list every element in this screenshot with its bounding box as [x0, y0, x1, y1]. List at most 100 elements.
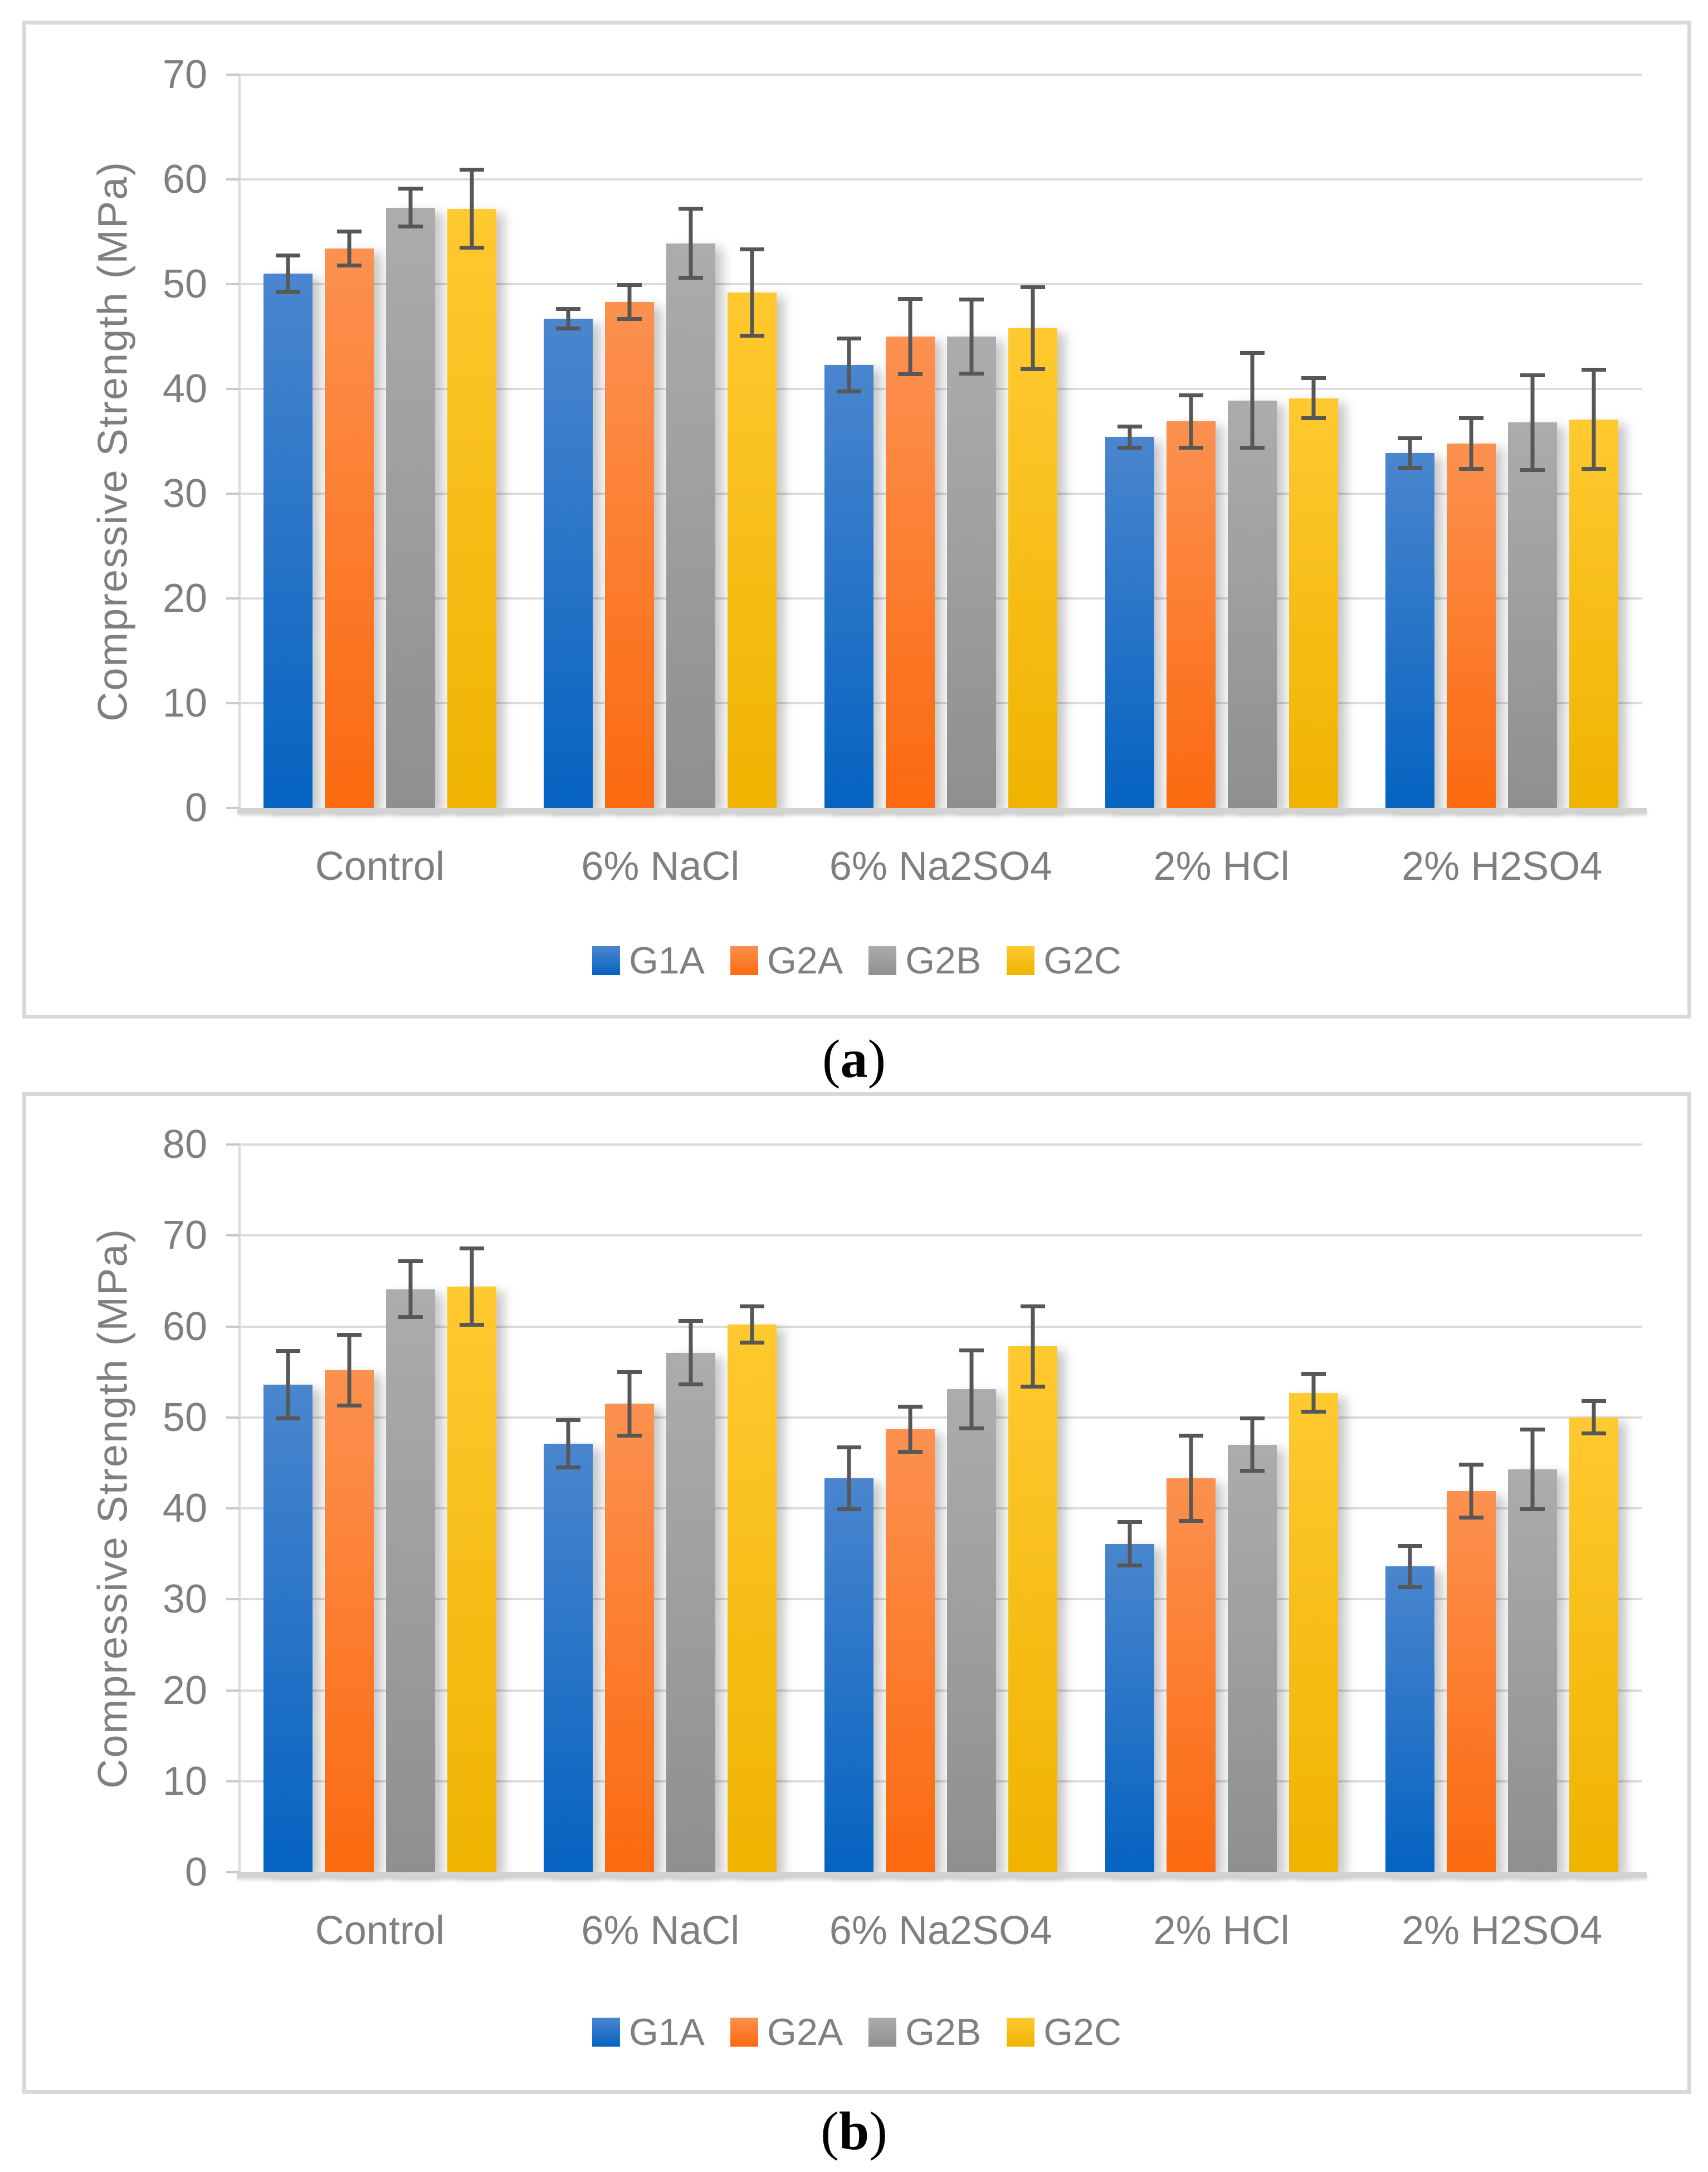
bar-slot-g2a: [885, 75, 935, 808]
error-bar-cap-top: [1398, 436, 1423, 440]
gridline-50: [240, 1416, 1642, 1419]
y-axis-title: Compressive Strength (MPa): [89, 1228, 136, 1789]
error-bar-cap-top: [556, 1418, 581, 1423]
error-bar-cap-top: [897, 1404, 923, 1409]
y-tick-mark-30: [226, 493, 240, 495]
legend-item-g2b: G2B: [868, 2013, 981, 2051]
gridline-30: [240, 1598, 1642, 1601]
legend-swatch-g1a: [592, 2018, 620, 2047]
error-bar-cap-top: [959, 298, 984, 302]
error-bar-cap-bottom: [556, 1465, 581, 1469]
bar-g2a: [1447, 443, 1496, 808]
gridline-80: [240, 1143, 1642, 1146]
error-bar-cap-bottom: [275, 1416, 300, 1420]
bar-slot-g2b: [946, 1145, 996, 1872]
error-bar-g2c: [1020, 285, 1045, 372]
legend-item-g1a: G1A: [592, 2013, 705, 2051]
bar-group-6-na2so4: [801, 75, 1081, 808]
panel-label-b: (b): [0, 2101, 1708, 2162]
bar-g1a: [824, 1478, 873, 1872]
y-tick-mark-70: [226, 1234, 240, 1237]
error-bar-cap-bottom: [459, 245, 484, 250]
error-bar-line: [1311, 376, 1316, 421]
bar-group-6-nacl: [520, 1145, 801, 1872]
y-tick-mark-40: [226, 388, 240, 390]
y-tick-mark-60: [226, 1325, 240, 1328]
chart-panel-a: Compressive Strength (MPa) 0 10 20 30 40 50 60…: [22, 21, 1691, 1019]
legend-swatch-g2a: [730, 2018, 759, 2047]
error-bar-line: [1250, 351, 1255, 450]
bar-slot-g2a: [1447, 75, 1496, 808]
error-bar-cap-top: [459, 168, 484, 172]
bar-slot-g2c: [1569, 75, 1619, 808]
error-bar-cap-top: [1178, 1434, 1203, 1438]
y-tick-mark-10: [226, 702, 240, 704]
bar-g2b: [946, 337, 996, 808]
legend-label-g2a: G2A: [767, 2011, 843, 2053]
error-bar-g1a: [275, 254, 300, 294]
error-bar-cap-top: [959, 1348, 984, 1352]
gridline-20: [240, 597, 1642, 600]
error-bar-cap-bottom: [617, 316, 642, 321]
y-tick-label-80: 80: [162, 1122, 207, 1167]
error-bar-g2c: [1301, 376, 1326, 421]
bar-slot-g2b: [666, 1145, 716, 1872]
error-bar-line: [470, 168, 474, 250]
gridline-10: [240, 1780, 1642, 1783]
error-bar-cap-top: [897, 296, 923, 301]
legend-swatch-g2b: [868, 2018, 897, 2047]
bar-g2c: [728, 1324, 777, 1872]
y-tick-label-10: 10: [162, 681, 207, 725]
error-bar-cap-top: [1239, 351, 1265, 355]
legend-swatch-g2a: [730, 946, 759, 975]
bar-g1a: [263, 274, 313, 808]
y-tick-label-60: 60: [162, 1304, 207, 1349]
error-bar-cap-bottom: [897, 372, 923, 377]
error-bar-g2b: [679, 1319, 704, 1387]
bar-group-2-hcl: [1081, 75, 1362, 808]
bar-slot-g2b: [385, 1145, 435, 1872]
bar-g2a: [885, 337, 935, 808]
bar-g1a: [544, 1444, 593, 1872]
legend-label-g1a: G1A: [628, 939, 705, 982]
bar-slot-g2b: [1227, 75, 1277, 808]
error-bar-cap-bottom: [1178, 1519, 1203, 1523]
y-tick-mark-20: [226, 597, 240, 600]
bar-group-2-h2so4: [1361, 75, 1642, 808]
bar-slot-g1a: [263, 75, 313, 808]
y-tick-label-30: 30: [162, 1577, 207, 1622]
error-bar-line: [1469, 1463, 1473, 1520]
bar-slot-g2c: [728, 1145, 777, 1872]
error-bar-line: [750, 247, 754, 338]
error-bar-cap-bottom: [1459, 1515, 1484, 1520]
error-bar-cap-bottom: [1239, 1469, 1265, 1473]
plot-area: 0 10 20 30 40 50 60 70: [163, 55, 1647, 828]
bar-slot-g2b: [1227, 1145, 1277, 1872]
bar-g2b: [1508, 1469, 1558, 1872]
error-bar-cap-top: [398, 187, 423, 191]
bar-slot-g2c: [447, 75, 496, 808]
bar-g1a: [1385, 452, 1435, 808]
bar-g2a: [885, 1429, 935, 1872]
error-bar-g2b: [398, 187, 423, 229]
y-tick-mark-50: [226, 283, 240, 285]
y-tick-label-0: 0: [184, 786, 207, 830]
error-bar-cap-bottom: [336, 1403, 362, 1408]
error-bar-g1a: [836, 1445, 861, 1511]
x-axis-labels: Control 6% NaCl 6% Na2SO4 2% HCl 2% H2SO4: [240, 836, 1642, 897]
y-tick-label-50: 50: [162, 1395, 207, 1440]
bar-slot-g1a: [824, 1145, 873, 1872]
error-bar-line: [1469, 416, 1473, 471]
legend: G1A G2A G2B G2C: [26, 2004, 1687, 2060]
error-bar-cap-bottom: [1020, 367, 1045, 372]
category-label: Control: [315, 1908, 445, 1953]
y-tick-label-70: 70: [162, 1213, 207, 1258]
error-bar-cap-bottom: [398, 225, 423, 229]
legend-item-g2c: G2C: [1007, 942, 1121, 980]
y-tick-mark-80: [226, 1143, 240, 1146]
error-bar-cap-top: [1301, 1372, 1326, 1376]
error-bar-cap-top: [1117, 424, 1142, 428]
error-bar-cap-top: [617, 1370, 642, 1374]
error-bar-g2b: [959, 1348, 984, 1430]
error-bar-cap-top: [556, 307, 581, 311]
